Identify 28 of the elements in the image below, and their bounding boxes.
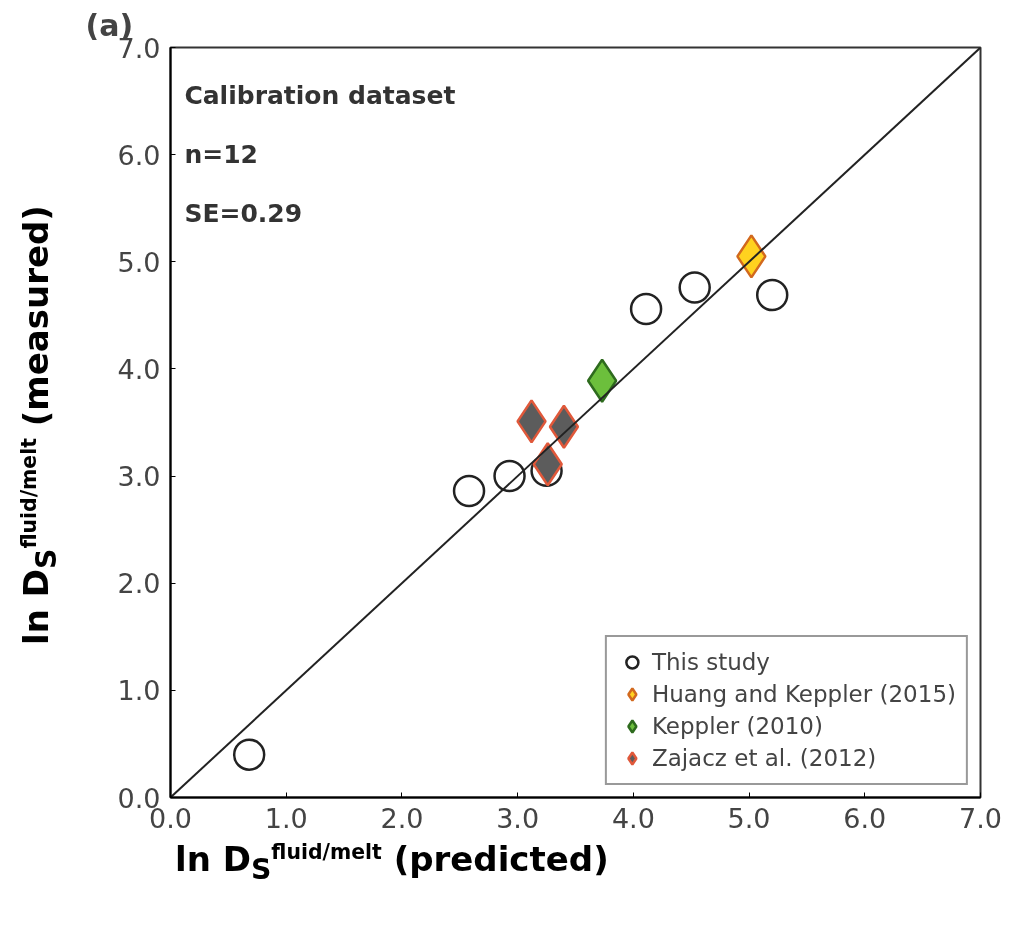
legend-label: Zajacz et al. (2012) (651, 744, 877, 773)
point (755, 278, 789, 312)
x-tick-label: 6.0 (843, 802, 887, 834)
point (452, 474, 486, 508)
legend-label: Huang and Keppler (2015) (651, 680, 956, 709)
point (678, 271, 711, 304)
y-tick-label: 5.0 (117, 246, 161, 278)
y-tick-label: 6.0 (117, 139, 161, 171)
x-tick-label: 2.0 (380, 802, 424, 834)
legend-label: This study (651, 648, 770, 677)
x-tick-label: 3.0 (496, 802, 540, 834)
point (232, 738, 266, 771)
y-tick-label: 3.0 (117, 461, 161, 493)
x-tick-label: 4.0 (611, 802, 655, 834)
x-tick-label: 7.0 (959, 802, 1002, 834)
annotation: Calibration dataset (184, 81, 456, 111)
legend-label: Keppler (2010) (651, 712, 823, 741)
y-tick-label: 4.0 (117, 353, 161, 385)
annotation: n=12 (184, 140, 258, 170)
x-axis-title: ln D$_{S}$$^{fluid/melt}$ (predicted) (174, 838, 609, 888)
x-tick-label: 1.0 (264, 802, 308, 834)
point (493, 459, 526, 493)
point (629, 292, 663, 326)
x-tick-label: 5.0 (727, 802, 771, 834)
y-tick-label: 1.0 (117, 675, 161, 707)
point (586, 358, 618, 403)
annotation: SE=0.29 (184, 199, 303, 229)
y-tick-label: 2.0 (117, 568, 161, 600)
